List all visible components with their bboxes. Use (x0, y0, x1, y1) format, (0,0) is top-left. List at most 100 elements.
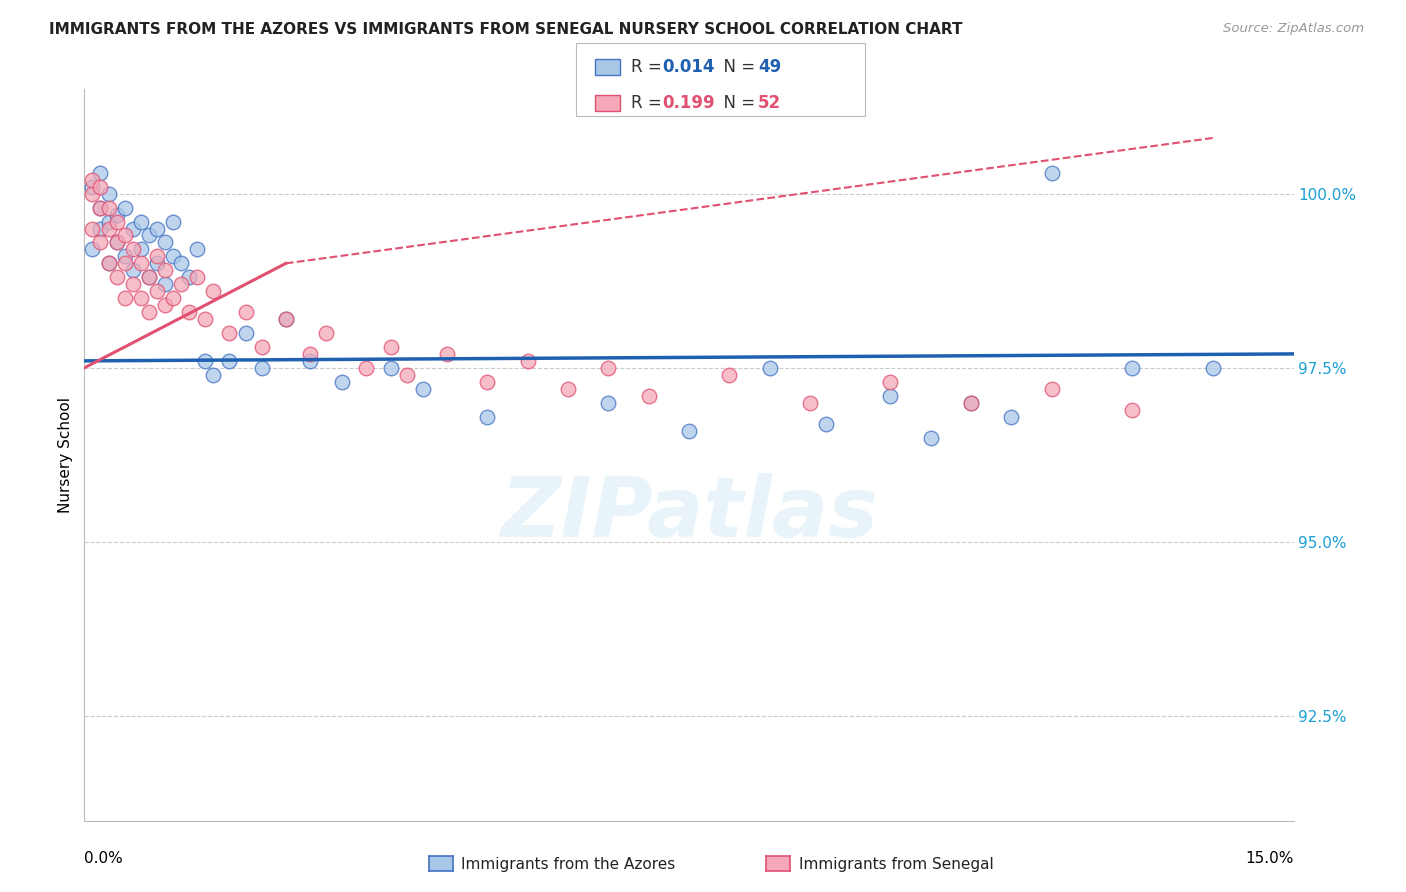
Point (179, 305, 201, 319)
Text: 0.014: 0.014 (662, 58, 714, 76)
Point (235, 326, 257, 340)
Y-axis label: Nursery School: Nursery School (58, 397, 73, 513)
Point (97, 256, 120, 270)
Point (138, 270, 160, 285)
Point (274, 312, 297, 326)
Point (146, 256, 169, 270)
Point (960, 395, 983, 409)
Point (960, 395, 983, 409)
Point (97, 186, 120, 201)
Point (153, 298, 176, 312)
Point (153, 263, 176, 277)
Point (202, 284, 225, 298)
Point (114, 291, 136, 305)
Point (299, 347, 322, 361)
Point (146, 249, 169, 263)
Point (82, 221, 104, 235)
Point (598, 395, 620, 409)
Point (1121, 360, 1143, 375)
Point (218, 354, 240, 368)
Point (89, 221, 111, 235)
Text: IMMIGRANTS FROM THE AZORES VS IMMIGRANTS FROM SENEGAL NURSERY SCHOOL CORRELATION: IMMIGRANTS FROM THE AZORES VS IMMIGRANTS… (49, 22, 963, 37)
Point (121, 277, 143, 292)
Text: 0.199: 0.199 (662, 94, 714, 112)
Point (274, 312, 297, 326)
Point (162, 249, 184, 263)
Point (105, 214, 128, 228)
Point (814, 417, 837, 431)
Point (162, 291, 184, 305)
Point (89, 179, 111, 194)
Point (121, 221, 143, 235)
Text: 49: 49 (758, 58, 782, 76)
Point (477, 375, 499, 389)
Text: Source: ZipAtlas.com: Source: ZipAtlas.com (1223, 22, 1364, 36)
Point (121, 243, 143, 257)
Point (1121, 402, 1143, 417)
Point (1202, 360, 1225, 375)
Point (395, 368, 418, 382)
Text: Immigrants from Senegal: Immigrants from Senegal (799, 857, 994, 871)
Point (170, 256, 193, 270)
Point (114, 228, 136, 243)
Text: 0.0%: 0.0% (84, 851, 124, 866)
Point (202, 368, 225, 382)
Point (114, 249, 136, 263)
Point (1040, 382, 1063, 396)
Text: R =: R = (631, 94, 668, 112)
Point (436, 347, 458, 361)
Point (105, 235, 128, 250)
Point (129, 243, 152, 257)
Point (299, 354, 322, 368)
Point (516, 354, 538, 368)
Point (920, 430, 942, 444)
Point (250, 340, 273, 354)
Point (194, 354, 217, 368)
Point (186, 243, 208, 257)
Point (153, 277, 176, 292)
Text: N =: N = (713, 94, 761, 112)
Point (170, 277, 193, 292)
Point (162, 214, 184, 228)
Point (194, 312, 217, 326)
Point (330, 375, 353, 389)
Point (82, 243, 104, 257)
Point (97, 256, 120, 270)
Point (138, 270, 160, 285)
Point (82, 173, 104, 187)
Point (758, 360, 780, 375)
Text: R =: R = (631, 58, 668, 76)
Point (114, 256, 136, 270)
Point (121, 263, 143, 277)
Text: ZIPatlas: ZIPatlas (501, 473, 877, 554)
Point (477, 409, 499, 424)
Point (380, 360, 402, 375)
Point (315, 326, 337, 340)
Point (235, 305, 257, 319)
Point (146, 221, 169, 235)
Point (412, 382, 434, 396)
Point (637, 389, 659, 403)
Point (89, 201, 111, 215)
Point (557, 382, 579, 396)
Point (380, 340, 402, 354)
Point (153, 235, 176, 250)
Point (799, 395, 821, 409)
Point (1000, 409, 1022, 424)
Point (598, 360, 620, 375)
Point (97, 221, 120, 235)
Point (97, 214, 120, 228)
Point (678, 424, 700, 438)
Point (250, 360, 273, 375)
Point (82, 179, 104, 194)
Point (138, 228, 160, 243)
Point (105, 235, 128, 250)
Point (89, 201, 111, 215)
Point (179, 270, 201, 285)
Point (146, 284, 169, 298)
Point (105, 270, 128, 285)
Text: 52: 52 (758, 94, 780, 112)
Point (105, 208, 128, 222)
Text: 15.0%: 15.0% (1246, 851, 1294, 866)
Point (129, 291, 152, 305)
